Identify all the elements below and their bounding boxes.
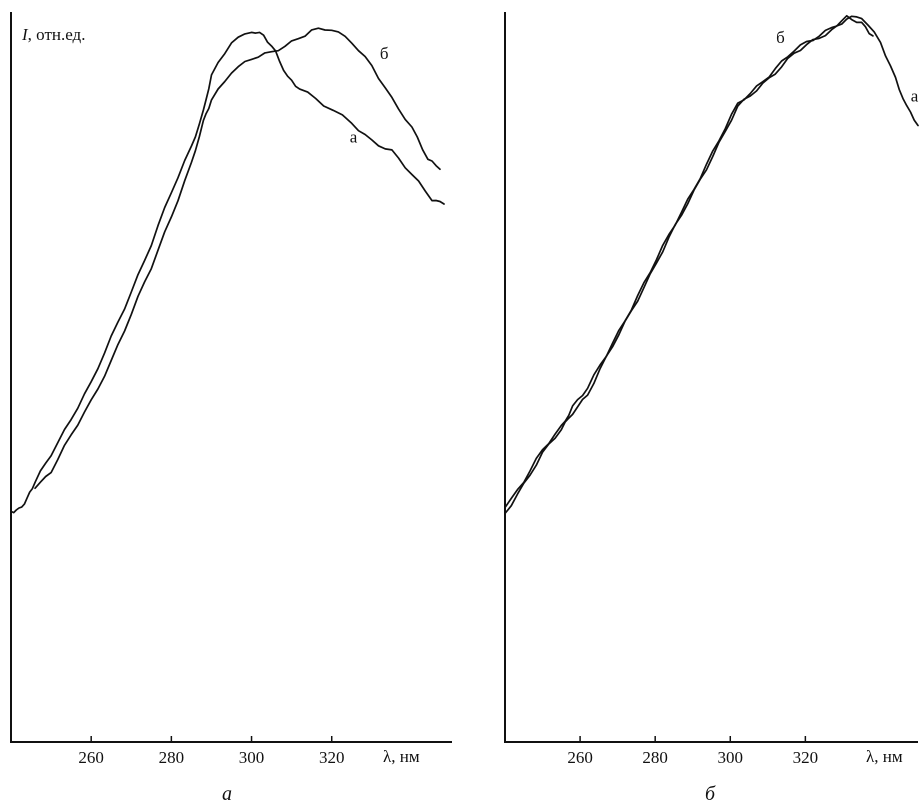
- series-line-b: [504, 14, 874, 509]
- panel-a-y-axis-label: I, отн.ед.: [21, 25, 85, 44]
- series-line-a: [504, 15, 919, 515]
- panel-b-x-ticks: 260 280 300 320: [567, 736, 818, 767]
- chart-panel-b: 260 280 300 320 ба λ, нм б: [504, 12, 919, 805]
- series-annotation-label: б: [380, 44, 389, 63]
- series-annotation-label: а: [911, 87, 919, 106]
- panel-b-series-lines: [504, 14, 919, 515]
- panel-a-caption: а: [222, 783, 232, 805]
- series-line-a: [10, 31, 445, 514]
- x-tick-label: 320: [793, 748, 819, 767]
- panel-a-axes: [10, 12, 452, 743]
- series-line-b: [34, 27, 441, 490]
- x-tick-label: 260: [567, 748, 593, 767]
- panel-a-x-ticks: 260 280 300 320: [78, 736, 344, 767]
- panel-a-series-lines: [10, 27, 445, 514]
- panel-a-axis-lines: [10, 12, 452, 743]
- panel-b-caption: б: [705, 783, 716, 805]
- panel-b-axes: [504, 12, 918, 743]
- panel-a-y-axis-label-units: , отн.ед.: [28, 25, 86, 44]
- x-tick-label: 300: [718, 748, 744, 767]
- x-tick-label: 280: [159, 748, 185, 767]
- x-tick-label: 280: [642, 748, 668, 767]
- series-annotation-label: а: [350, 127, 358, 146]
- series-annotation-label: б: [776, 28, 785, 47]
- x-tick-label: 300: [239, 748, 265, 767]
- chart-panel-a: 260 280 300 320 ба I, отн.ед. λ, нм а: [10, 12, 452, 805]
- panel-b-series-labels: ба: [776, 28, 919, 106]
- x-tick-label: 260: [78, 748, 104, 767]
- panel-a-y-axis-label-symbol: I: [21, 25, 29, 44]
- panel-b-axis-lines: [504, 12, 918, 743]
- panel-a-x-axis-label: λ, нм: [383, 747, 420, 766]
- x-tick-label: 320: [319, 748, 345, 767]
- panel-b-x-axis-label: λ, нм: [866, 747, 903, 766]
- panel-a-series-labels: ба: [350, 44, 389, 147]
